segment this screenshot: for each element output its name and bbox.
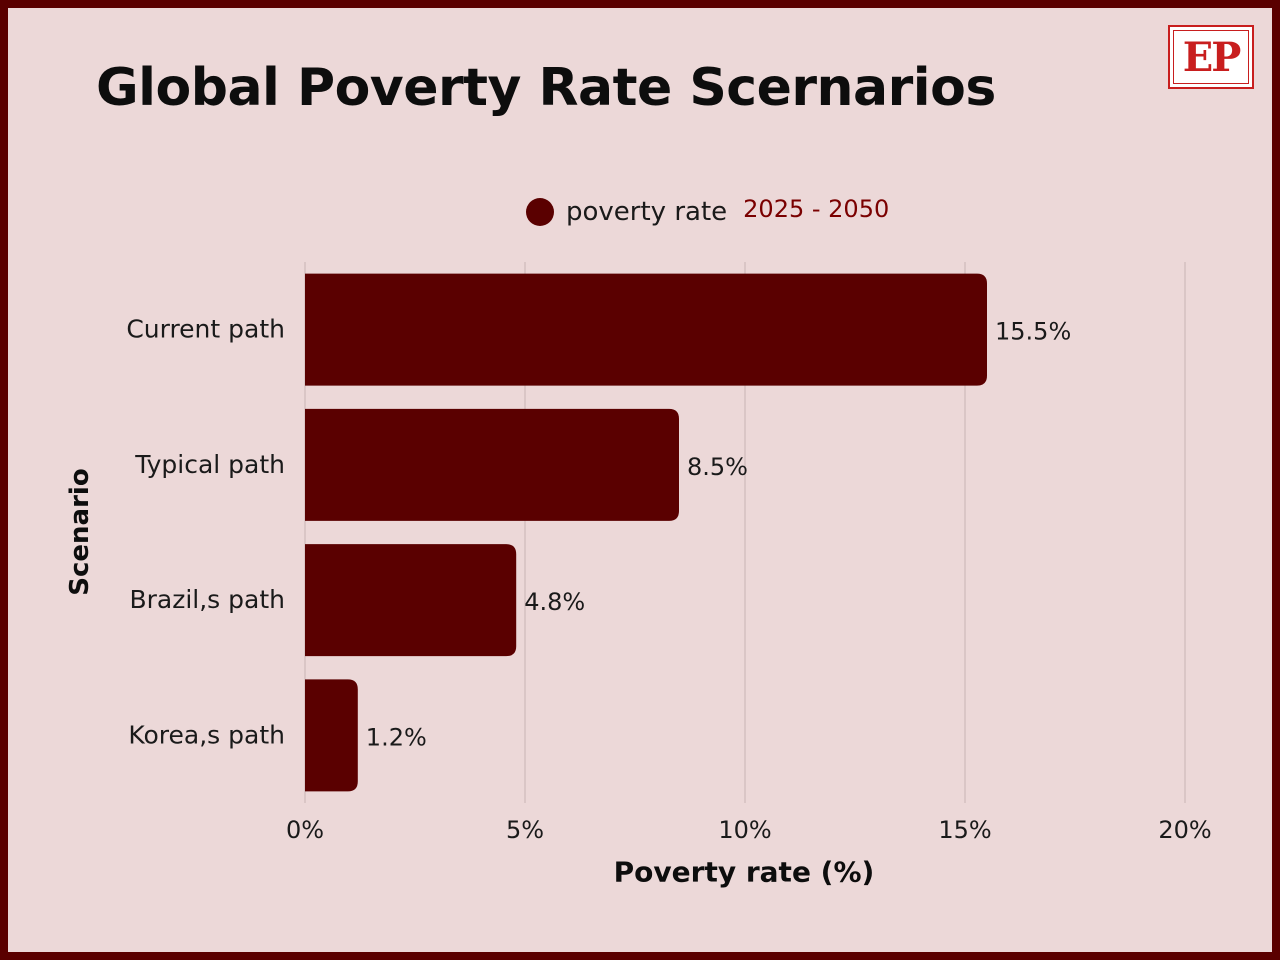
- legend-marker-icon: [526, 198, 554, 226]
- category-label: Typical path: [134, 450, 285, 479]
- data-label: 8.5%: [687, 453, 748, 481]
- x-tick-label: 0%: [286, 816, 324, 844]
- ep-logo-text: EP: [1173, 30, 1249, 84]
- chart-title: Global Poverty Rate Scernarios: [96, 58, 996, 118]
- x-tick-label: 15%: [938, 816, 991, 844]
- data-label: 1.2%: [366, 723, 427, 751]
- data-label: 15.5%: [995, 318, 1071, 346]
- category-label: Brazil,s path: [129, 585, 285, 614]
- bar: [305, 273, 987, 386]
- bar: [305, 544, 517, 657]
- x-axis-title: Poverty rate (%): [613, 855, 875, 889]
- bar: [305, 679, 358, 792]
- bar: [305, 408, 679, 521]
- category-label: Korea,s path: [128, 720, 285, 749]
- data-label: 4.8%: [524, 588, 585, 616]
- category-label: Current path: [126, 315, 285, 344]
- x-tick-label: 5%: [506, 816, 544, 844]
- ep-logo: EP: [1168, 25, 1254, 89]
- x-tick-label: 10%: [718, 816, 771, 844]
- legend-range: 2025 - 2050: [743, 195, 890, 223]
- x-tick-label: 20%: [1158, 816, 1211, 844]
- legend: poverty rate 2025 - 2050: [526, 192, 889, 232]
- legend-label: poverty rate: [566, 197, 728, 227]
